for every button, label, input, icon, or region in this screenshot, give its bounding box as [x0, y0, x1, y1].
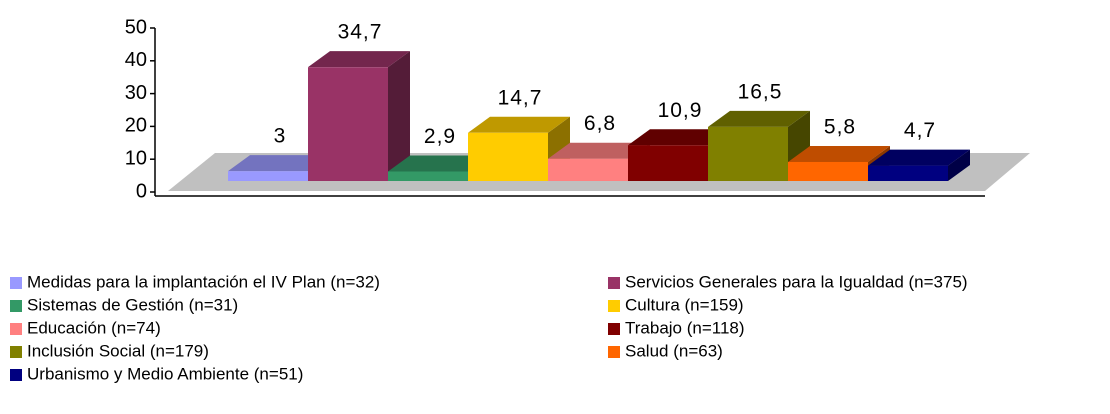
bar-top — [788, 145, 890, 162]
bar — [228, 171, 308, 181]
value-label: 16,5 — [738, 80, 783, 103]
bar — [388, 171, 468, 181]
value-label: 5,8 — [824, 116, 856, 139]
legend-label: Educación (n=74) — [27, 318, 161, 337]
legend-swatch — [608, 346, 620, 358]
legend-swatch — [10, 277, 22, 289]
bar-top — [468, 116, 570, 133]
bar-side — [948, 149, 970, 181]
bar-top — [228, 155, 330, 172]
bar-side — [388, 51, 410, 182]
legend-label: Cultura (n=159) — [625, 295, 744, 314]
legend-swatch — [10, 346, 22, 358]
value-label: 34,7 — [338, 21, 383, 44]
y-tick-label: 20 — [125, 115, 147, 137]
legend-swatch — [10, 323, 22, 335]
legend-label: Salud (n=63) — [625, 341, 723, 360]
y-tick-label: 40 — [125, 49, 147, 71]
bar — [468, 132, 548, 181]
legend-label: Inclusión Social (n=179) — [27, 341, 209, 360]
bar-top — [308, 51, 410, 68]
value-label: 4,7 — [904, 119, 936, 142]
value-label: 3 — [274, 125, 287, 148]
legend-label: Servicios Generales para la Igualdad (n=… — [625, 272, 968, 291]
bar — [628, 145, 708, 181]
value-label: 10,9 — [658, 99, 703, 122]
y-tick-label: 0 — [136, 180, 147, 202]
legend-label: Medidas para la implantación el IV Plan … — [27, 272, 380, 291]
value-label: 2,9 — [424, 125, 456, 148]
bar-top — [628, 129, 730, 146]
value-label: 14,7 — [498, 86, 543, 109]
value-label: 6,8 — [584, 112, 616, 135]
bar-top — [708, 110, 810, 127]
bar-top — [548, 142, 650, 159]
y-tick-label: 10 — [125, 147, 147, 169]
y-tick-label: 50 — [125, 16, 147, 38]
bar — [708, 126, 788, 181]
legend-swatch — [608, 277, 620, 289]
legend-swatch — [10, 300, 22, 312]
legend-label: Urbanismo y Medio Ambiente (n=51) — [27, 364, 303, 383]
bar — [868, 165, 948, 181]
bar — [548, 158, 628, 181]
bar-top — [868, 149, 970, 166]
legend-label: Trabajo (n=118) — [625, 318, 745, 337]
bar — [788, 161, 868, 181]
legend-swatch — [608, 300, 620, 312]
legend-swatch — [608, 323, 620, 335]
bar-top — [388, 155, 490, 172]
legend-label: Sistemas de Gestión (n=31) — [27, 295, 238, 314]
bar — [308, 67, 388, 181]
y-tick-label: 30 — [125, 82, 147, 104]
legend-swatch — [10, 369, 22, 381]
